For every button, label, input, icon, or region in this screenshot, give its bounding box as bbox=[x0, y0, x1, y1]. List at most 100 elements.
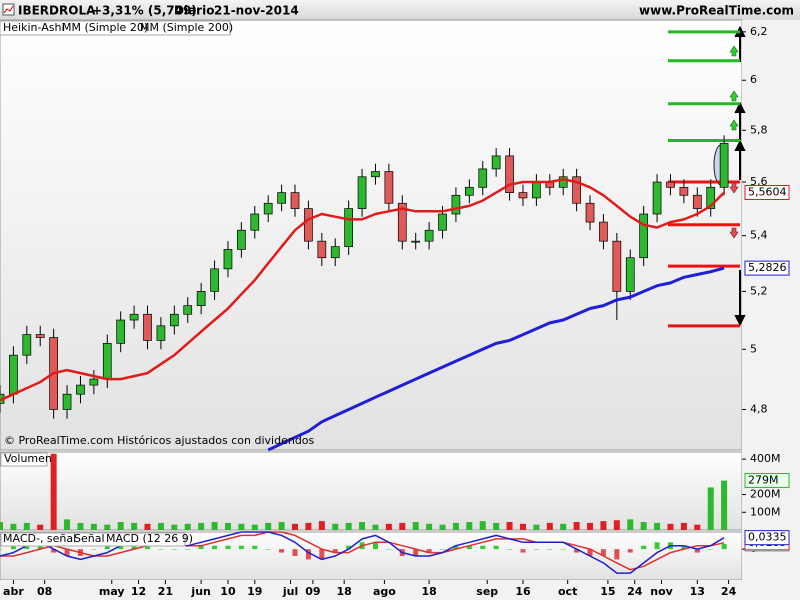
volume-bar bbox=[37, 524, 44, 530]
volume-bar bbox=[305, 522, 312, 530]
up-arrow bbox=[729, 45, 739, 131]
volume-bar bbox=[533, 524, 540, 530]
volume-bar bbox=[707, 487, 714, 530]
volume-bar bbox=[251, 524, 258, 530]
macd-histogram-bar bbox=[10, 545, 16, 550]
volume-bar bbox=[466, 522, 473, 530]
volume-bar bbox=[23, 522, 30, 530]
candle-body bbox=[478, 168, 488, 188]
y-tick-label: 5,4 bbox=[750, 229, 768, 242]
volume-bar bbox=[77, 522, 84, 530]
x-tick-label: jun bbox=[190, 585, 210, 598]
x-tick-label: nov bbox=[650, 585, 673, 598]
volume-bar bbox=[506, 522, 513, 530]
macd-histogram-bar bbox=[480, 545, 486, 550]
y-tick-label: 400M bbox=[750, 452, 781, 465]
candle-body bbox=[612, 240, 622, 292]
site[interactable]: www.ProRealTime.com bbox=[639, 4, 794, 18]
macd-histogram-bar bbox=[533, 549, 539, 550]
macd-histogram-bar bbox=[453, 545, 459, 550]
macd-histogram-bar bbox=[225, 545, 231, 550]
macd-histogram-bar bbox=[305, 549, 311, 560]
macd-histogram-bar bbox=[265, 549, 271, 550]
macd-histogram-bar bbox=[426, 549, 432, 553]
candle-body bbox=[599, 221, 608, 242]
macd-histogram-bar bbox=[51, 549, 57, 553]
macd-histogram-bar bbox=[386, 549, 392, 550]
volume-bar bbox=[224, 522, 231, 530]
candle-body bbox=[62, 393, 72, 410]
macd-histogram-bar bbox=[560, 549, 566, 550]
macd-histogram-bar bbox=[694, 549, 700, 553]
y-tick-label: 6 bbox=[750, 73, 757, 86]
candle-body bbox=[196, 291, 206, 306]
volume-bar bbox=[332, 523, 339, 530]
x-tick-label: 13 bbox=[690, 585, 705, 598]
macd-histogram-bar bbox=[654, 542, 660, 550]
candle-body bbox=[35, 334, 45, 338]
panel-title: Volumen bbox=[4, 452, 52, 465]
x-tick-label: jul bbox=[282, 585, 298, 598]
candle-body bbox=[532, 181, 541, 199]
value-box bbox=[744, 473, 790, 489]
volume-bar bbox=[198, 522, 205, 530]
volume-bar bbox=[439, 524, 446, 530]
down-arrows bbox=[729, 182, 739, 239]
candle-body bbox=[424, 229, 434, 242]
macd-histogram-bar bbox=[212, 545, 218, 550]
volume-bar bbox=[10, 523, 17, 530]
up-arrows bbox=[729, 45, 739, 131]
candle-body bbox=[277, 192, 286, 204]
candle-body bbox=[156, 325, 166, 341]
volume-bar bbox=[573, 522, 580, 530]
x-tick-label: abr bbox=[3, 585, 24, 598]
candle-body bbox=[210, 268, 219, 292]
x-tick-label: 16 bbox=[515, 585, 531, 598]
last-value-label: 5,5604 bbox=[748, 186, 787, 199]
x-tick-label: sep bbox=[476, 585, 498, 598]
candle-body bbox=[89, 378, 99, 386]
y-tick-label: 100M bbox=[750, 505, 781, 518]
volume-bar bbox=[211, 522, 218, 530]
last-value-label: 279M bbox=[748, 474, 779, 487]
macd-histogram-bar bbox=[332, 549, 338, 553]
x-tick-label: 18 bbox=[421, 585, 436, 598]
candle-body bbox=[317, 240, 327, 259]
x-tick-label: may bbox=[99, 585, 125, 598]
macd-histogram-bar bbox=[372, 542, 378, 550]
date: 21-nov-2014 bbox=[214, 4, 299, 18]
x-tick-label: 21 bbox=[158, 585, 173, 598]
x-tick-label: 09 bbox=[305, 585, 320, 598]
macd-histogram-bar bbox=[158, 549, 164, 550]
legend-item: Heikin-Ashi bbox=[3, 21, 65, 34]
x-tick-label: 12 bbox=[131, 585, 146, 598]
candle-body bbox=[666, 181, 675, 188]
macd-histogram-bar bbox=[198, 545, 204, 550]
volume-bar bbox=[90, 523, 97, 530]
candle-body bbox=[491, 155, 501, 170]
volume-bar bbox=[694, 524, 701, 530]
x-tick-label: 15 bbox=[600, 585, 615, 598]
volume-bar bbox=[412, 522, 419, 530]
candle-body bbox=[572, 176, 581, 204]
candle-body bbox=[652, 181, 662, 215]
macd-histogram-bar bbox=[185, 549, 191, 550]
volume-bar bbox=[372, 524, 379, 530]
annotation: © ProRealTime.com Históricos ajustados c… bbox=[4, 434, 315, 447]
candle-body bbox=[719, 142, 729, 188]
volume-bar bbox=[654, 522, 661, 530]
candle-body bbox=[397, 202, 407, 242]
candle-body bbox=[169, 313, 179, 327]
candle-body bbox=[625, 257, 635, 292]
down-arrow bbox=[729, 182, 739, 239]
macd-histogram-bar bbox=[520, 549, 526, 553]
y-tick-label: 5,6 bbox=[750, 175, 768, 188]
x-axis bbox=[0, 580, 800, 600]
volume-bar bbox=[117, 522, 124, 530]
value-box bbox=[744, 260, 790, 276]
candle-body bbox=[357, 176, 367, 209]
symbol: IBERDROLA bbox=[18, 4, 96, 18]
candle-body bbox=[250, 213, 260, 231]
macd-histogram-bar bbox=[0, 549, 3, 550]
